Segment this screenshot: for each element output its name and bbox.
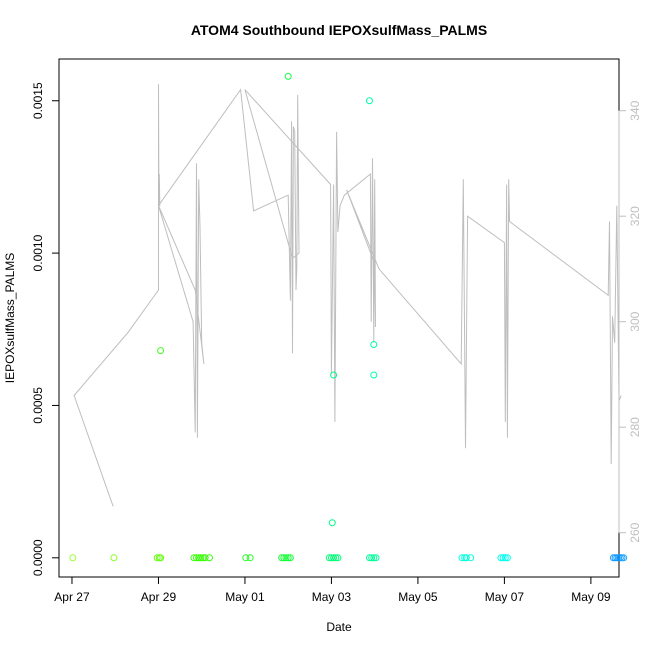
data-point [157, 347, 165, 355]
data-point [242, 554, 250, 562]
x-tick-label: Apr 29 [141, 590, 177, 604]
y2-tick-label: 340 [628, 100, 642, 120]
y-tick-label: 0.0015 [31, 82, 45, 119]
data-point [201, 554, 209, 562]
data-point [284, 72, 292, 80]
data-point [246, 554, 254, 562]
plot-frame [58, 58, 620, 578]
data-point [503, 554, 511, 562]
data-point [372, 554, 380, 562]
x-tick-label: May 09 [571, 590, 611, 604]
data-point [334, 554, 342, 562]
y2-tick-label: 300 [628, 311, 642, 331]
data-point [458, 554, 466, 562]
data-point [330, 554, 338, 562]
data-point [153, 554, 161, 562]
data-point [286, 554, 294, 562]
series-line [73, 84, 622, 507]
x-axis-label: Date [326, 620, 352, 634]
data-point [157, 554, 165, 562]
data-point [205, 554, 213, 562]
x-tick-label: May 01 [225, 590, 265, 604]
y2-tick-label: 320 [628, 206, 642, 226]
x-tick-label: May 03 [312, 590, 352, 604]
x-axis: Apr 27 Apr 29 May 01 May 03 May 05 May 07 May … [54, 576, 611, 604]
x-tick-label: May 05 [398, 590, 438, 604]
chart-title: ATOM4 Southbound IEPOXsulfMass_PALMS [191, 22, 487, 38]
x-tick-label: Apr 27 [54, 590, 90, 604]
data-point [501, 554, 509, 562]
data-point [620, 554, 628, 562]
data-point [370, 341, 378, 349]
data-point [284, 554, 292, 562]
data-point [365, 97, 373, 105]
y2-tick-label: 280 [628, 417, 642, 437]
data-point [330, 371, 338, 379]
y-axis-label: IEPOXsulfMass_PALMS [3, 253, 17, 384]
y2-tick-label: 260 [628, 522, 642, 542]
data-point [462, 554, 470, 562]
y-axis: 0.0000 0.0005 0.0010 0.0015 [31, 82, 60, 576]
y2-axis: 260 280 300 320 340 [618, 100, 642, 543]
data-point [69, 554, 77, 562]
data-point [197, 554, 205, 562]
data-point [332, 554, 340, 562]
temperature-line [73, 84, 622, 507]
data-point [328, 519, 336, 527]
data-point [190, 554, 198, 562]
data-point [368, 554, 376, 562]
data-point [282, 554, 290, 562]
data-point [110, 554, 118, 562]
y-tick-label: 0.0010 [31, 234, 45, 271]
data-point [499, 554, 507, 562]
y-tick-label: 0.0005 [31, 387, 45, 424]
x-tick-label: May 07 [485, 590, 525, 604]
data-point [467, 554, 475, 562]
y-tick-label: 0.0000 [31, 539, 45, 576]
data-points [69, 72, 628, 562]
data-point [370, 554, 378, 562]
data-point [370, 371, 378, 379]
